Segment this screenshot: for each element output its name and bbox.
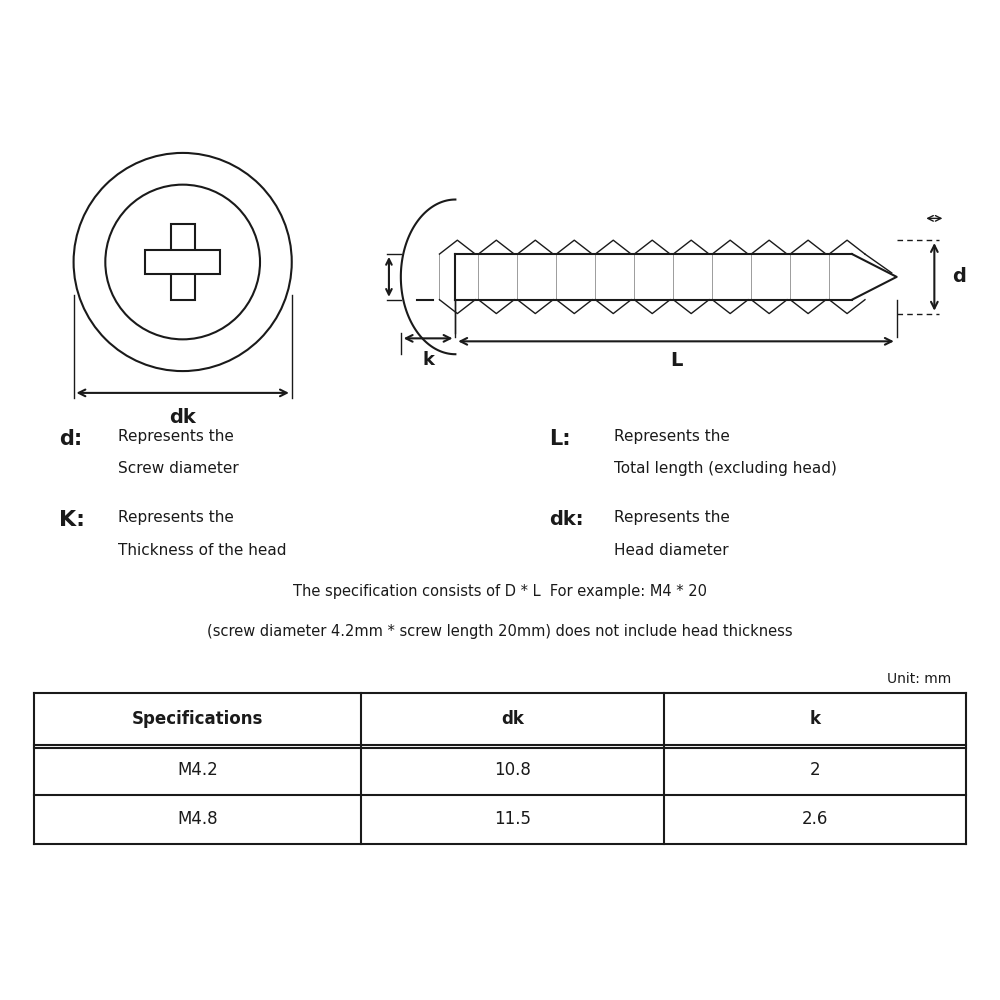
Polygon shape xyxy=(171,224,195,300)
Text: dk: dk xyxy=(501,710,524,728)
Text: The specification consists of D * L  For example: M4 * 20: The specification consists of D * L For … xyxy=(293,584,707,599)
Text: dk: dk xyxy=(169,408,196,427)
Text: Represents the: Represents the xyxy=(118,429,234,444)
Text: Unit: mm: Unit: mm xyxy=(887,672,951,686)
Text: dk:: dk: xyxy=(550,510,584,529)
Text: 2: 2 xyxy=(810,761,820,779)
Circle shape xyxy=(74,153,292,371)
Polygon shape xyxy=(145,250,220,274)
Text: Screw diameter: Screw diameter xyxy=(118,461,239,476)
Text: d: d xyxy=(952,267,966,286)
Text: 2.6: 2.6 xyxy=(802,810,828,828)
Text: Represents the: Represents the xyxy=(614,510,730,525)
Text: k: k xyxy=(809,710,820,728)
Text: K:: K: xyxy=(59,510,85,530)
Text: 10.8: 10.8 xyxy=(494,761,531,779)
Text: 11.5: 11.5 xyxy=(494,810,531,828)
Text: Thickness of the head: Thickness of the head xyxy=(118,543,287,558)
Text: M4.8: M4.8 xyxy=(177,810,218,828)
Text: M4.2: M4.2 xyxy=(177,761,218,779)
Text: L:: L: xyxy=(550,429,571,449)
Text: Represents the: Represents the xyxy=(614,429,730,444)
Text: Head diameter: Head diameter xyxy=(614,543,729,558)
Text: Total length (excluding head): Total length (excluding head) xyxy=(614,461,837,476)
Circle shape xyxy=(105,185,260,339)
Text: Represents the: Represents the xyxy=(118,510,234,525)
Text: Specifications: Specifications xyxy=(132,710,263,728)
Text: k: k xyxy=(422,351,434,369)
Text: (screw diameter 4.2mm * screw length 20mm) does not include head thickness: (screw diameter 4.2mm * screw length 20m… xyxy=(207,624,793,639)
Text: L: L xyxy=(670,351,682,370)
Text: d:: d: xyxy=(59,429,82,449)
